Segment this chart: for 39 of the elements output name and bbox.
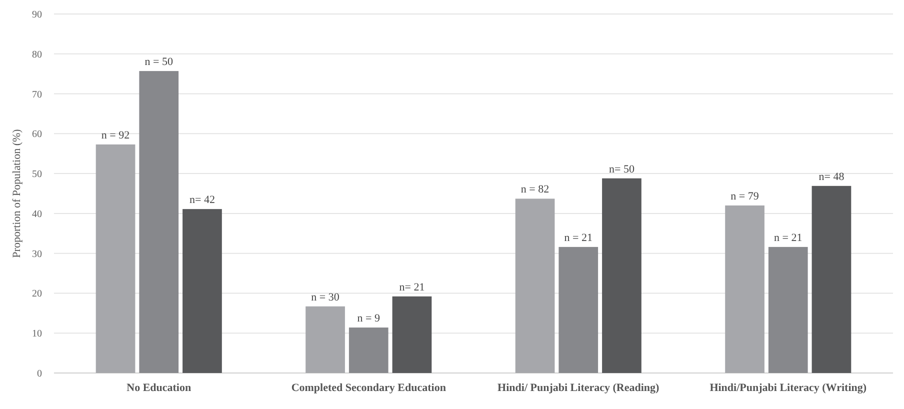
annotation: n = 21 <box>564 232 592 244</box>
annotation: n = 50 <box>144 56 174 68</box>
y-tick-label: 50 <box>32 169 42 180</box>
x-tick-label: Hindi/ Punjabi Literacy (Reading) <box>498 382 660 394</box>
bar <box>725 205 764 373</box>
y-tick-label: 20 <box>32 288 42 300</box>
annotation: n= 50 <box>608 163 635 176</box>
annotation: n = 9 <box>357 312 380 325</box>
bar <box>182 209 222 373</box>
x-tick-label: Hindi/Punjabi Literacy (Writing) <box>710 382 867 394</box>
x-tick-label: Completed Secondary Education <box>291 382 446 394</box>
bar <box>96 144 136 373</box>
y-tick-label: 0 <box>37 368 42 380</box>
bar <box>558 246 598 373</box>
annotation: n = 92 <box>101 129 130 142</box>
annotation: n= 48 <box>818 170 845 183</box>
bar <box>306 306 345 373</box>
annotation: n = 79 <box>730 190 760 202</box>
y-tick-label: 90 <box>32 10 42 20</box>
bar <box>348 328 388 373</box>
bar <box>392 296 432 373</box>
y-tick-label: 10 <box>32 328 42 340</box>
y-tick-label: 70 <box>32 89 42 100</box>
bar <box>812 186 852 373</box>
annotation: n = 82 <box>520 184 550 196</box>
y-axis-title: Proportion of Population (%) <box>11 128 23 258</box>
y-tick-label: 40 <box>32 208 42 220</box>
x-tick-label: No Education <box>126 382 192 394</box>
annotation: n = 30 <box>311 291 340 304</box>
bar <box>602 178 642 373</box>
y-tick-label: 80 <box>32 49 42 60</box>
annotation: n= 21 <box>399 281 425 294</box>
y-tick-label: 60 <box>32 129 42 140</box>
y-tick-label: 30 <box>32 248 42 260</box>
bar <box>768 246 808 373</box>
annotation: n= 42 <box>189 194 215 206</box>
bar <box>515 198 555 373</box>
annotation: n = 21 <box>774 232 802 244</box>
bar <box>139 71 179 373</box>
